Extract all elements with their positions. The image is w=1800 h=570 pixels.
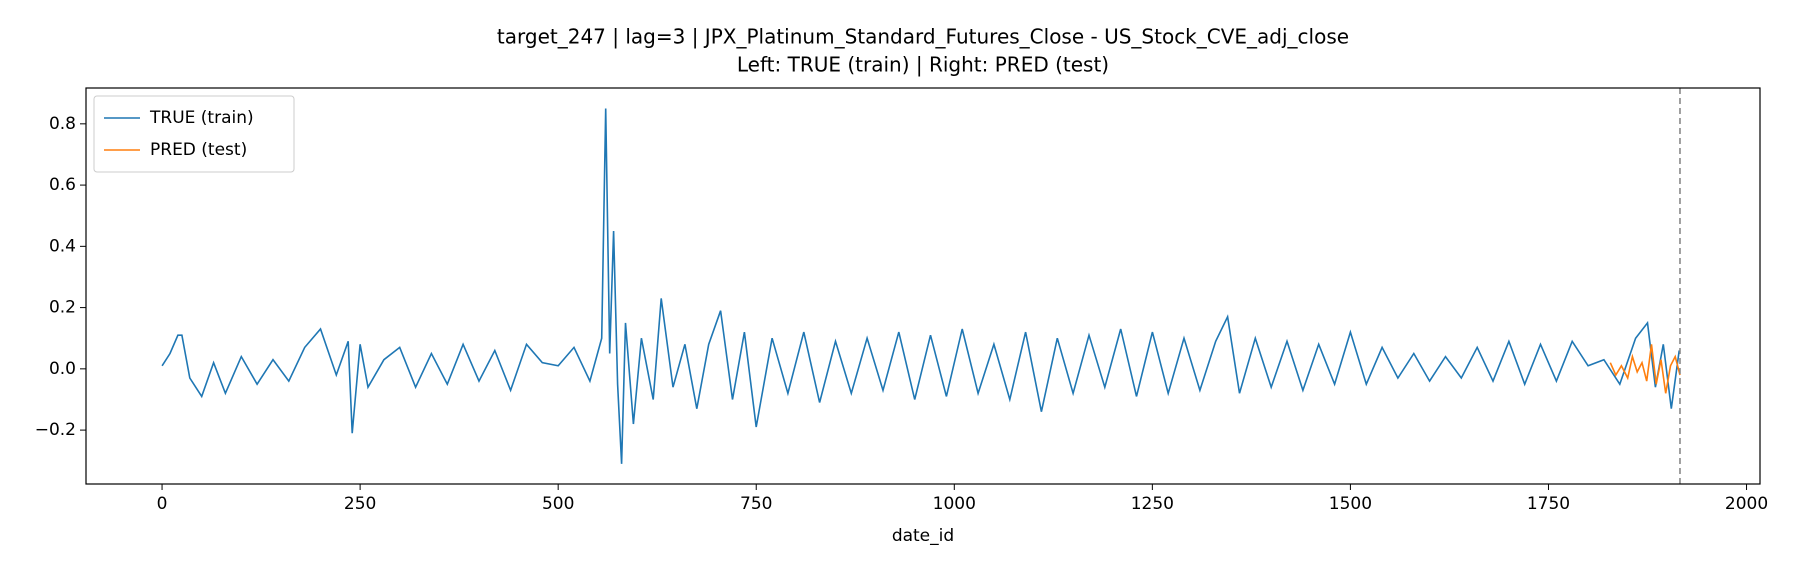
legend-label: PRED (test) <box>150 140 247 160</box>
x-tick-label: 1250 <box>1131 494 1174 514</box>
x-tick-label: 2000 <box>1725 494 1768 514</box>
x-tick-label: 1000 <box>933 494 976 514</box>
y-tick-label: 0.6 <box>49 175 76 195</box>
y-tick-label: −0.2 <box>35 420 76 440</box>
chart-title: target_247 | lag=3 | JPX_Platinum_Standa… <box>497 25 1349 49</box>
x-axis-label: date_id <box>892 526 954 546</box>
y-tick-label: 0.0 <box>49 359 76 379</box>
y-tick-label: 0.2 <box>49 298 76 318</box>
chart-subtitle: Left: TRUE (train) | Right: PRED (test) <box>737 53 1109 77</box>
x-tick-label: 750 <box>740 494 772 514</box>
series-line <box>1609 344 1681 394</box>
legend-label: TRUE (train) <box>149 108 254 128</box>
y-tick-label: 0.4 <box>49 236 76 256</box>
x-tick-label: 1750 <box>1527 494 1570 514</box>
legend-box <box>93 95 295 173</box>
series-line <box>161 108 1680 464</box>
x-tick-label: 500 <box>542 494 574 514</box>
x-tick-label: 1500 <box>1329 494 1372 514</box>
y-tick-label: 0.8 <box>49 114 76 134</box>
x-tick-label: 0 <box>157 494 168 514</box>
x-tick-label: 250 <box>344 494 376 514</box>
plot-frame <box>85 87 1761 485</box>
